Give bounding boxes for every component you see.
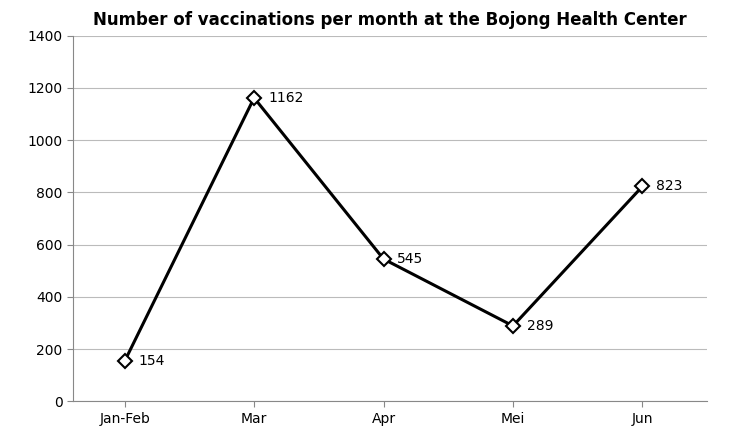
Text: 1162: 1162 [268,91,303,105]
Text: 545: 545 [397,252,424,266]
Text: 154: 154 [139,354,165,368]
Title: Number of vaccinations per month at the Bojong Health Center: Number of vaccinations per month at the … [93,11,687,29]
Text: 289: 289 [527,319,553,333]
Text: 823: 823 [656,179,682,194]
